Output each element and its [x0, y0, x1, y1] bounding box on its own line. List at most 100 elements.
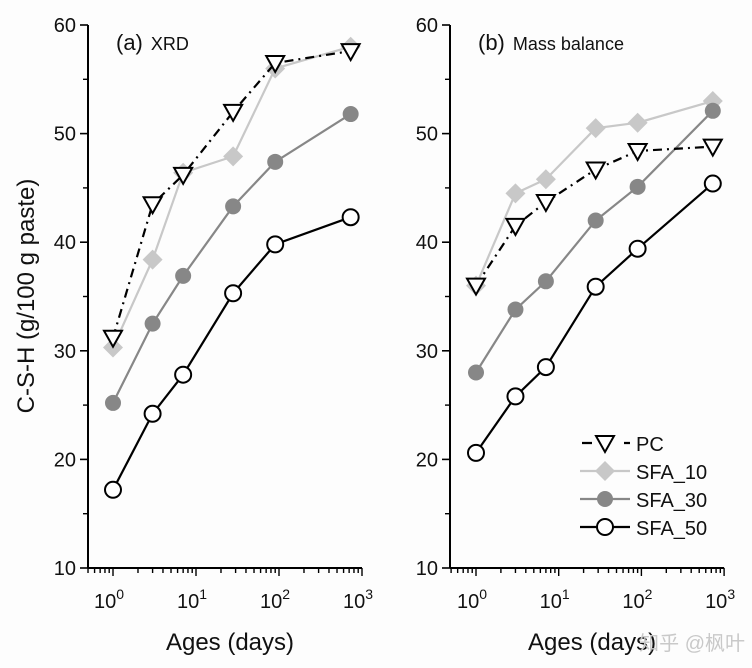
data-point: [537, 273, 554, 290]
y-tick-label: 50: [416, 124, 438, 146]
data-point: [141, 196, 164, 216]
data-point: [341, 208, 360, 227]
x-tick-label: 100: [457, 586, 487, 613]
x-tick-label: 100: [94, 586, 124, 613]
series-sfa-10: [103, 36, 361, 358]
panel-a-xrd: 10 20 30 40 50 60 100 101 102 103 Ages (days) (a) XR…: [54, 15, 373, 656]
legend-marker: [596, 518, 614, 536]
panel-title: (b) Mass balance: [478, 30, 624, 55]
data-point: [703, 174, 722, 193]
series-sfa-50: [467, 174, 722, 462]
data-point: [342, 106, 359, 123]
watermark: 知乎 @枫叶: [639, 632, 745, 655]
data-point: [505, 183, 526, 204]
data-point: [174, 365, 193, 384]
series-pc: [465, 138, 724, 297]
series-sfa-10: [466, 91, 723, 296]
data-point: [702, 138, 724, 158]
legend-item: SFA_30: [580, 490, 707, 512]
legend-label: SFA_50: [636, 518, 707, 540]
data-point: [102, 329, 124, 349]
x-tick-label: 103: [343, 586, 373, 613]
y-tick-label: 20: [54, 449, 76, 471]
y-tick-label: 20: [416, 449, 438, 471]
series-line: [474, 99, 714, 287]
data-point: [626, 142, 649, 163]
data-point: [266, 235, 285, 254]
data-point: [507, 301, 524, 318]
data-point: [144, 315, 161, 332]
y-tick-label: 30: [54, 341, 76, 363]
panel-title: (a) XRD: [116, 30, 189, 55]
data-point: [468, 364, 484, 381]
data-point: [175, 267, 192, 284]
data-point: [223, 146, 244, 167]
x-tick-label: 101: [177, 586, 207, 613]
legend-label: PC: [636, 434, 664, 456]
data-point: [264, 55, 286, 75]
legend-item: PC: [582, 434, 664, 456]
series-pc: [102, 43, 362, 349]
data-point: [629, 178, 646, 195]
data-point: [535, 169, 556, 190]
data-point: [104, 480, 122, 499]
data-point: [628, 239, 647, 258]
legend-item: SFA_50: [580, 518, 707, 540]
y-tick-label: 50: [54, 124, 76, 146]
x-axis-label: Ages (days): [528, 629, 656, 656]
data-point: [222, 103, 244, 123]
x-axis-label: Ages (days): [166, 629, 294, 656]
y-tick-label: 60: [54, 15, 76, 37]
y-tick-label: 60: [416, 15, 438, 37]
data-point: [105, 394, 121, 411]
data-point: [225, 198, 242, 215]
legend-label: SFA_30: [636, 490, 707, 512]
legend-label: SFA_10: [636, 462, 707, 484]
data-point: [584, 161, 607, 181]
y-axis-label: C-S-H (g/100 g paste): [13, 179, 40, 414]
series-sfa-50: [104, 208, 360, 499]
data-point: [267, 153, 284, 170]
series-line: [112, 216, 352, 491]
y-tick-label: 40: [54, 232, 76, 254]
legend-marker: [594, 435, 616, 455]
legend: PC SFA_10 SFA_30 SFA_50: [580, 434, 707, 540]
series-line: [112, 113, 352, 404]
series-line: [475, 182, 714, 454]
data-point: [465, 277, 487, 297]
x-tick-label: 102: [260, 586, 290, 613]
series-line: [475, 110, 714, 374]
series-line: [111, 45, 351, 348]
data-point: [585, 118, 606, 139]
data-point: [536, 358, 555, 377]
x-tick-label: 103: [705, 586, 735, 613]
y-tick-label: 40: [416, 232, 438, 254]
data-point: [142, 249, 163, 270]
data-point: [504, 217, 527, 237]
legend-marker: [595, 461, 615, 481]
x-tick-label: 102: [622, 586, 652, 613]
data-point: [467, 443, 485, 462]
data-point: [224, 284, 243, 303]
data-point: [339, 43, 362, 63]
legend-item: SFA_10: [580, 461, 707, 484]
data-point: [586, 277, 605, 296]
series-line: [475, 145, 713, 287]
data-point: [587, 212, 604, 229]
panel-b-mass-balance: 10 20 30 40 50 60 100 101 102 103 Ages (days) (b) Ma…: [416, 15, 736, 656]
data-point: [172, 166, 194, 186]
y-tick-label: 10: [416, 558, 438, 580]
data-point: [627, 112, 648, 133]
series-sfa-30: [468, 102, 721, 381]
series-line: [111, 49, 351, 339]
data-point: [535, 194, 557, 214]
data-point: [143, 404, 162, 423]
y-tick-label: 10: [54, 558, 76, 580]
legend-marker: [597, 491, 613, 507]
x-tick-label: 101: [540, 586, 570, 613]
y-tick-label: 30: [416, 341, 438, 363]
data-point: [506, 387, 525, 406]
series-sfa-30: [105, 106, 359, 411]
data-point: [704, 102, 721, 119]
